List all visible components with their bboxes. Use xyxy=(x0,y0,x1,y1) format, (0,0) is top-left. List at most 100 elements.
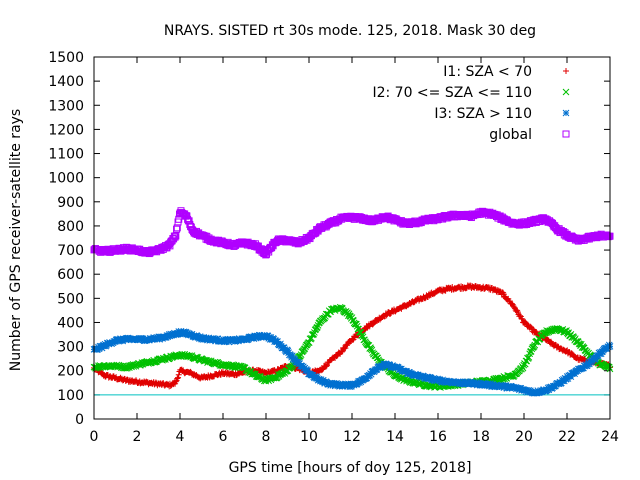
data-point xyxy=(349,336,356,343)
data-point xyxy=(172,378,179,385)
legend-label: I2: 70 <= SZA <= 110 xyxy=(372,85,532,101)
y-tick-label: 600 xyxy=(57,267,84,283)
data-point xyxy=(280,344,288,352)
y-tick-label: 1000 xyxy=(48,171,84,187)
data-point xyxy=(403,367,410,375)
x-tick-label: 2 xyxy=(133,429,142,445)
legend-marker xyxy=(563,68,569,74)
data-point xyxy=(571,370,578,378)
data-point xyxy=(172,232,180,240)
y-tick-label: 1300 xyxy=(48,98,84,114)
y-tick-label: 300 xyxy=(57,340,84,356)
data-point xyxy=(225,338,233,346)
y-tick-label: 200 xyxy=(57,364,84,380)
y-tick-label: 400 xyxy=(57,315,84,331)
data-point xyxy=(174,375,181,382)
series-global xyxy=(90,207,614,259)
data-point xyxy=(309,371,317,379)
data-point xyxy=(568,350,575,357)
legend-marker xyxy=(562,88,570,96)
data-point xyxy=(211,336,219,343)
y-tick-label: 0 xyxy=(75,412,84,428)
data-point xyxy=(211,358,219,366)
data-point xyxy=(370,320,377,327)
y-tick-label: 1200 xyxy=(48,122,84,138)
data-point xyxy=(310,330,318,338)
data-point xyxy=(114,336,122,343)
x-tick-label: 10 xyxy=(300,429,318,445)
series-i2-70-sza-110 xyxy=(90,303,614,391)
x-tick-label: 20 xyxy=(515,429,533,445)
y-tick-label: 1100 xyxy=(48,147,84,163)
data-point xyxy=(513,308,520,315)
data-point xyxy=(517,312,524,319)
data-point xyxy=(323,362,330,369)
data-point xyxy=(171,233,179,241)
data-point xyxy=(166,242,174,250)
data-point xyxy=(323,363,330,370)
data-point xyxy=(377,363,385,371)
y-tick-label: 500 xyxy=(57,291,84,307)
data-point xyxy=(605,363,613,371)
plot-area xyxy=(90,207,614,397)
data-point xyxy=(150,334,158,341)
data-point xyxy=(277,340,284,348)
legend-marker xyxy=(562,109,570,117)
y-tick-label: 700 xyxy=(57,243,84,259)
data-point xyxy=(184,215,192,223)
data-point xyxy=(564,375,572,382)
x-tick-label: 6 xyxy=(219,429,228,445)
data-point xyxy=(284,347,292,355)
data-point xyxy=(353,320,360,328)
x-axis-label: GPS time [hours of doy 125, 2018] xyxy=(229,460,472,476)
plot-frame xyxy=(93,56,611,420)
data-point xyxy=(358,331,366,339)
data-point xyxy=(288,352,296,360)
x-tick-label: 14 xyxy=(386,429,404,445)
x-tick-label: 24 xyxy=(601,429,619,445)
legend: I1: SZA < 70 I2: 70 <= SZA <= 110 I3: SZA … xyxy=(372,64,570,143)
x-tick-label: 22 xyxy=(558,429,576,445)
x-tick-label: 18 xyxy=(472,429,490,445)
data-point xyxy=(597,350,605,358)
y-tick-label: 1400 xyxy=(48,74,84,90)
data-point xyxy=(567,373,575,381)
data-point xyxy=(175,371,182,378)
data-point xyxy=(518,315,525,322)
data-point xyxy=(340,345,347,352)
data-point xyxy=(519,316,526,323)
y-tick-label: 900 xyxy=(57,195,84,211)
data-point xyxy=(222,360,230,368)
data-point xyxy=(301,345,309,352)
data-point xyxy=(177,327,185,335)
data-point xyxy=(374,317,381,324)
data-point xyxy=(319,366,326,373)
data-point xyxy=(314,323,321,331)
data-point xyxy=(527,348,535,355)
data-point xyxy=(304,367,312,375)
x-tick-label: 8 xyxy=(262,429,271,445)
data-point xyxy=(331,382,339,390)
y-tick-label: 100 xyxy=(57,388,84,404)
data-point xyxy=(386,361,393,369)
data-point xyxy=(173,225,181,233)
legend-label: I3: SZA > 110 xyxy=(434,106,532,122)
data-point xyxy=(509,301,516,308)
x-tick-label: 16 xyxy=(429,429,447,445)
y-tick-label: 1500 xyxy=(48,50,84,66)
data-point xyxy=(342,345,349,352)
y-axis-label: Number of GPS receiver-satellite rays xyxy=(8,109,24,371)
data-point xyxy=(175,374,182,381)
x-tick-label: 12 xyxy=(343,429,361,445)
data-point xyxy=(528,325,535,332)
data-point xyxy=(343,342,350,349)
x-tick-label: 4 xyxy=(176,429,185,445)
data-point xyxy=(570,368,578,376)
data-point xyxy=(605,341,613,349)
legend-label: I1: SZA < 70 xyxy=(443,64,532,80)
data-point xyxy=(175,215,183,223)
chart-title: NRAYS. SISTED rt 30s mode. 125, 2018. Ma… xyxy=(164,23,536,39)
data-point xyxy=(368,346,376,354)
data-point xyxy=(166,332,174,340)
